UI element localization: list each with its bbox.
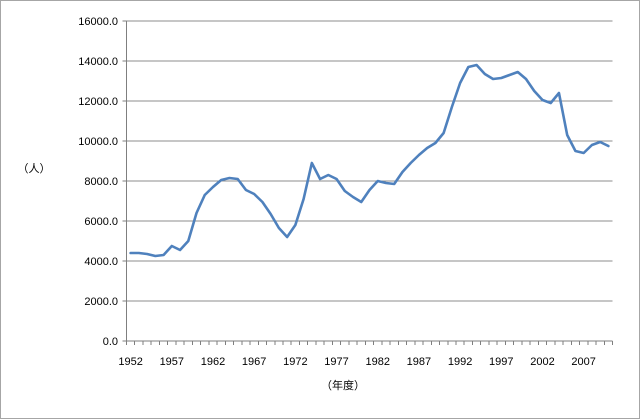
y-tick-labels: 0.0 2000.0 4000.0 6000.0 8000.0 10000.0 12000.… [78, 16, 118, 348]
series-lines [129, 63, 610, 258]
x-tick-label: 1987 [407, 356, 431, 368]
y-tick-label: 8000.0 [84, 176, 118, 188]
x-tick-label: 1982 [365, 356, 389, 368]
y-tick-label: 6000.0 [84, 216, 118, 228]
x-tick-labels: 1952 1957 1962 1967 1972 1977 1982 1987 1992 1997… [118, 356, 596, 368]
x-tick-label: 1952 [118, 356, 142, 368]
y-gridlines [126, 20, 613, 302]
x-axis-title: （年度） [321, 380, 365, 392]
x-tick-label: 1997 [489, 356, 513, 368]
y-tick-label: 14000.0 [78, 56, 118, 68]
y-tick-label: 12000.0 [78, 96, 118, 108]
y-tick-label: 16000.0 [78, 16, 118, 28]
x-tick-label: 1962 [201, 356, 225, 368]
x-tick-label: 1972 [283, 356, 307, 368]
y-tick-label: 2000.0 [84, 296, 118, 308]
x-tick-label: 2002 [530, 356, 554, 368]
x-tick-label: 1977 [324, 356, 348, 368]
y-axis-title: （人） [17, 163, 51, 175]
y-tick-label: 4000.0 [84, 256, 118, 268]
y-tick-label: 0.0 [103, 336, 118, 348]
x-tick-label: 1967 [242, 356, 266, 368]
x-tick-label: 1957 [160, 356, 184, 368]
tick-marks [122, 20, 613, 345]
data-line [129, 63, 610, 258]
x-tick-label: 1992 [448, 356, 472, 368]
x-tick-label: 2007 [571, 356, 595, 368]
y-tick-label: 10000.0 [78, 136, 118, 148]
